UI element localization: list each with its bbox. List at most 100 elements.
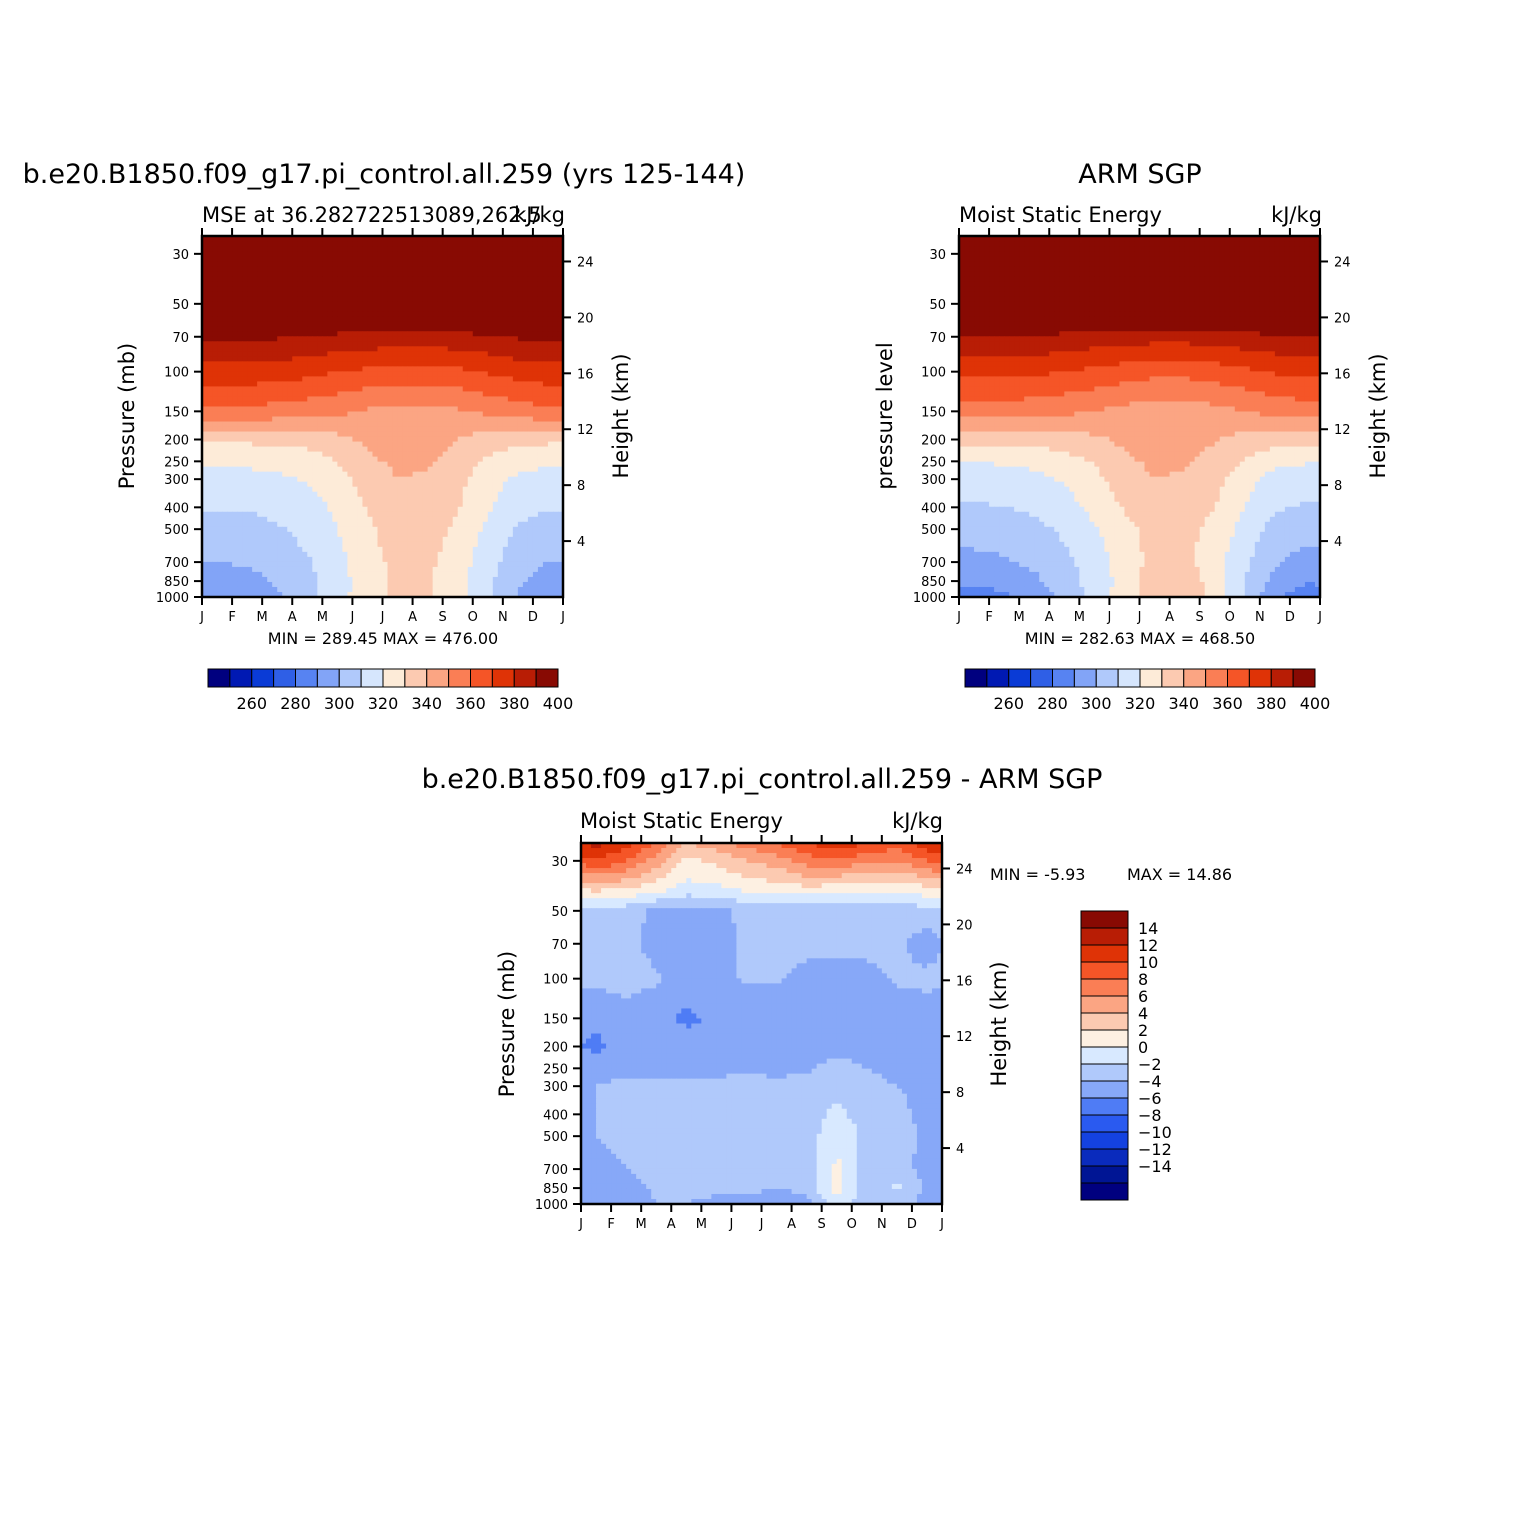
model-field-cell xyxy=(282,511,288,518)
model-field-cell xyxy=(492,236,499,242)
model-field-cell xyxy=(362,366,369,372)
model-field-cell xyxy=(552,351,559,357)
model-field-cell xyxy=(382,376,389,382)
model-field-cell xyxy=(267,571,273,578)
model-field-cell xyxy=(267,466,273,473)
model-field-cell xyxy=(322,456,328,463)
model-field-cell xyxy=(422,451,429,458)
model-field-cell xyxy=(532,496,539,503)
model-field-cell xyxy=(437,246,444,252)
model-field-cell xyxy=(532,396,539,403)
model-field-cell xyxy=(262,351,268,357)
model-field-cell xyxy=(257,571,263,578)
model-field-cell xyxy=(417,261,424,267)
model-field-cell xyxy=(457,381,464,388)
model-field-cell xyxy=(517,301,524,307)
model-field-cell xyxy=(377,251,384,257)
model-field-cell xyxy=(557,341,564,347)
model-field-cell xyxy=(327,411,333,418)
model-field-cell xyxy=(217,531,223,538)
model-field-cell xyxy=(367,431,374,438)
model-field-cell xyxy=(297,421,303,428)
model-field-cell xyxy=(397,576,404,583)
model-field-cell xyxy=(527,326,534,332)
model-field-cell xyxy=(392,306,399,312)
model-field-cell xyxy=(527,476,534,483)
model-field-cell xyxy=(252,341,258,347)
model-field-cell xyxy=(457,271,464,277)
model-field-cell xyxy=(247,461,253,468)
model-field-cell xyxy=(527,331,534,337)
model-field-cell xyxy=(492,426,499,433)
model-field-cell xyxy=(442,416,449,423)
model-field-cell xyxy=(232,256,238,262)
model-field-cell xyxy=(522,421,529,428)
model-field-cell xyxy=(302,276,308,282)
model-field-cell xyxy=(472,351,479,357)
model-field-cell xyxy=(557,476,564,483)
model-field-cell xyxy=(252,566,258,573)
model-field-cell xyxy=(322,391,328,398)
model-field-cell xyxy=(292,546,298,553)
model-field-cell xyxy=(387,376,394,382)
model-field-cell xyxy=(557,426,564,433)
model-field-cell xyxy=(367,486,374,493)
model-field-cell xyxy=(327,346,333,352)
model-field-cell xyxy=(422,426,429,433)
model-field-cell xyxy=(407,566,414,573)
model-field-cell xyxy=(462,286,469,292)
model-field-cell xyxy=(412,566,419,573)
model-field-cell xyxy=(347,501,354,508)
model-field-cell xyxy=(317,376,323,382)
model-field-cell xyxy=(407,561,414,568)
model-field-cell xyxy=(412,406,419,413)
model-field-cell xyxy=(552,346,559,352)
model-field-cell xyxy=(517,346,524,352)
model-field-cell xyxy=(482,526,489,533)
model-field-cell xyxy=(457,511,464,518)
model-field-cell xyxy=(317,426,323,433)
model-field-cell xyxy=(487,441,494,448)
model-field-cell xyxy=(417,276,424,282)
model-field-cell xyxy=(212,486,218,493)
model-field-cell xyxy=(347,411,354,418)
model-field-cell xyxy=(322,401,328,408)
model-field-cell xyxy=(347,406,354,413)
model-field-cell xyxy=(317,251,323,257)
model-field-cell xyxy=(352,286,359,292)
model-field-cell xyxy=(547,526,554,533)
model-field-cell xyxy=(547,281,554,287)
model-field-cell xyxy=(552,526,559,533)
model-field-cell xyxy=(387,256,394,262)
model-field-cell xyxy=(517,286,524,292)
model-field-cell xyxy=(297,366,303,372)
model-field-cell xyxy=(227,311,233,317)
model-field-cell xyxy=(442,376,449,382)
model-field-cell xyxy=(277,236,283,242)
model-field-cell xyxy=(552,461,559,468)
model-field-cell xyxy=(542,346,549,352)
model-field-cell xyxy=(432,391,439,398)
model-field-cell xyxy=(262,551,268,558)
model-field-cell xyxy=(462,271,469,277)
model-field-cell xyxy=(312,266,318,272)
model-field-cell xyxy=(382,346,389,352)
model-field-cell xyxy=(257,516,263,523)
model-field-cell xyxy=(407,431,414,438)
model-field-cell xyxy=(217,401,223,408)
model-field-cell xyxy=(417,486,424,493)
model-field-cell xyxy=(392,406,399,413)
model-field-cell xyxy=(452,531,459,538)
model-field-cell xyxy=(397,391,404,398)
model-field-cell xyxy=(522,561,529,568)
model-field-cell xyxy=(317,556,323,563)
model-field-cell xyxy=(267,481,273,488)
model-field-cell xyxy=(297,276,303,282)
model-field-cell xyxy=(347,306,354,312)
model-field-cell xyxy=(357,351,364,357)
model-field-cell xyxy=(437,441,444,448)
model-field-cell xyxy=(342,466,348,473)
model-field-cell xyxy=(352,296,359,302)
model-field-cell xyxy=(527,456,534,463)
model-field-cell xyxy=(472,416,479,423)
